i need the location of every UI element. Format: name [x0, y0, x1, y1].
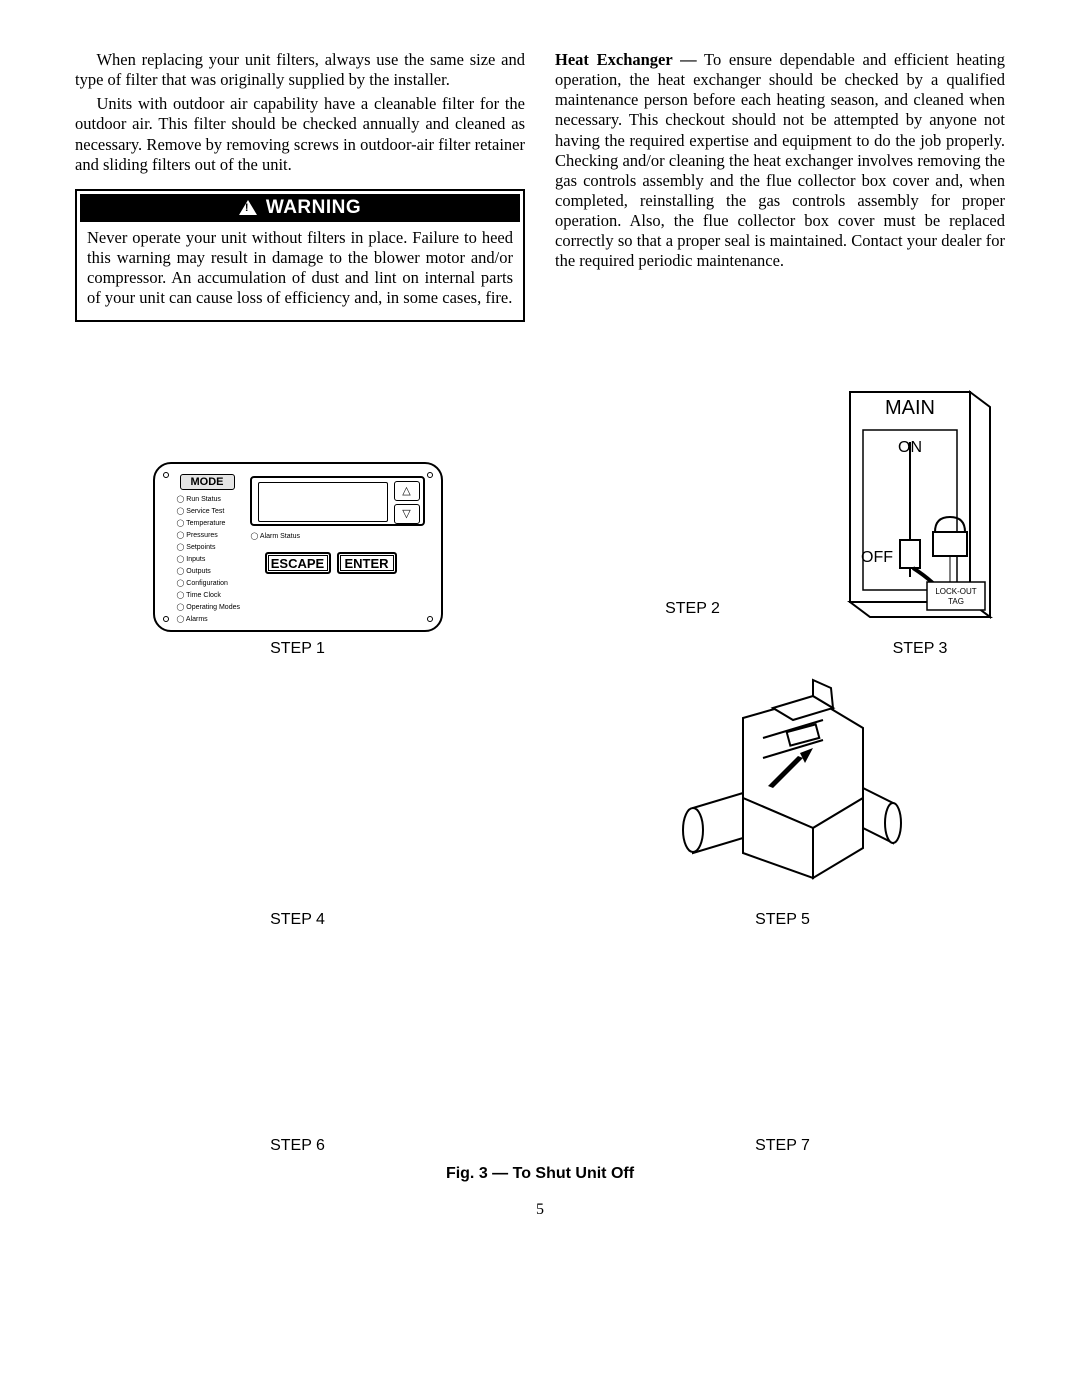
on-label: ON — [898, 439, 922, 456]
lcd-inner — [258, 482, 388, 522]
warning-box: WARNING Never operate your unit without … — [75, 189, 525, 323]
led-item: Outputs — [177, 566, 240, 578]
step-7-label: STEP 7 — [560, 1137, 1005, 1155]
off-label: OFF — [861, 549, 893, 566]
led-item: Alarms — [177, 614, 240, 626]
main-switch-diagram: LOCK-OUT TAG MAIN ON OFF — [835, 382, 1005, 632]
heat-exchanger-lead: Heat Exchanger — — [555, 50, 697, 69]
warning-body: Never operate your unit without filters … — [77, 225, 523, 321]
mode-button: MODE — [180, 474, 235, 490]
step-6-placeholder — [75, 949, 520, 1129]
warning-header: WARNING — [80, 194, 520, 222]
led-item: Pressures — [177, 530, 240, 542]
warning-label: WARNING — [266, 197, 361, 218]
up-arrow-button: △ — [394, 481, 420, 501]
right-column: Heat Exchanger — To ensure dependable an… — [555, 50, 1005, 322]
warning-text: Never operate your unit without filters … — [87, 228, 513, 309]
lockout-label: LOCK-OUT — [935, 587, 976, 596]
enter-button: ENTER — [337, 552, 397, 574]
filter-paragraph-1: When replacing your unit filters, always… — [75, 50, 525, 90]
figure-3: MODE Run StatusService TestTemperaturePr… — [75, 382, 1005, 1183]
step-5-label: STEP 5 — [560, 911, 1005, 929]
step-6-cell: STEP 6 — [75, 949, 520, 1155]
left-column: When replacing your unit filters, always… — [75, 50, 525, 322]
page: When replacing your unit filters, always… — [0, 0, 1080, 1249]
tag-label: TAG — [948, 597, 964, 606]
lcd-screen: △ ▽ — [250, 476, 425, 526]
led-item: Inputs — [177, 554, 240, 566]
figure-caption: Fig. 3 — To Shut Unit Off — [75, 1165, 1005, 1183]
step-4-placeholder — [75, 723, 520, 903]
down-arrow-button: ▽ — [394, 504, 420, 524]
screw-dot-icon — [427, 472, 433, 478]
led-item: Service Test — [177, 506, 240, 518]
led-item: Run Status — [177, 494, 240, 506]
heat-exchanger-body: To ensure dependable and efficient heati… — [555, 50, 1005, 270]
step-6-label: STEP 6 — [75, 1137, 520, 1155]
step-2-label: STEP 2 — [560, 600, 825, 618]
step-2-3-cell: STEP 2 — [560, 382, 1005, 658]
main-label: MAIN — [885, 397, 935, 419]
screw-dot-icon — [163, 472, 169, 478]
step-7-cell: STEP 7 — [560, 949, 1005, 1155]
escape-button: ESCAPE — [265, 552, 331, 574]
led-item: Setpoints — [177, 542, 240, 554]
filter-paragraph-2: Units with outdoor air capability have a… — [75, 94, 525, 175]
step-4-cell: STEP 4 — [75, 723, 520, 929]
led-item: Temperature — [177, 518, 240, 530]
step-4-label: STEP 4 — [75, 911, 520, 929]
gas-valve-diagram — [663, 678, 903, 898]
step-1-label: STEP 1 — [75, 640, 520, 658]
step-3-label: STEP 3 — [835, 640, 1005, 658]
control-panel-diagram: MODE Run StatusService TestTemperaturePr… — [153, 462, 443, 632]
heat-exchanger-paragraph: Heat Exchanger — To ensure dependable an… — [555, 50, 1005, 271]
text-columns: When replacing your unit filters, always… — [75, 50, 1005, 322]
led-item: Time Clock — [177, 590, 240, 602]
screw-dot-icon — [427, 616, 433, 622]
led-list: Run StatusService TestTemperaturePressur… — [177, 494, 240, 626]
led-item: Operating Modes — [177, 602, 240, 614]
step-7-placeholder — [560, 949, 1005, 1129]
led-item: Configuration — [177, 578, 240, 590]
step-grid: MODE Run StatusService TestTemperaturePr… — [75, 382, 1005, 1155]
step-1-cell: MODE Run StatusService TestTemperaturePr… — [75, 462, 520, 658]
warning-triangle-icon — [239, 200, 257, 215]
alarm-status-led: Alarm Status — [251, 532, 300, 540]
page-number: 5 — [75, 1201, 1005, 1219]
screw-dot-icon — [163, 616, 169, 622]
step-5-cell: STEP 5 — [560, 678, 1005, 929]
